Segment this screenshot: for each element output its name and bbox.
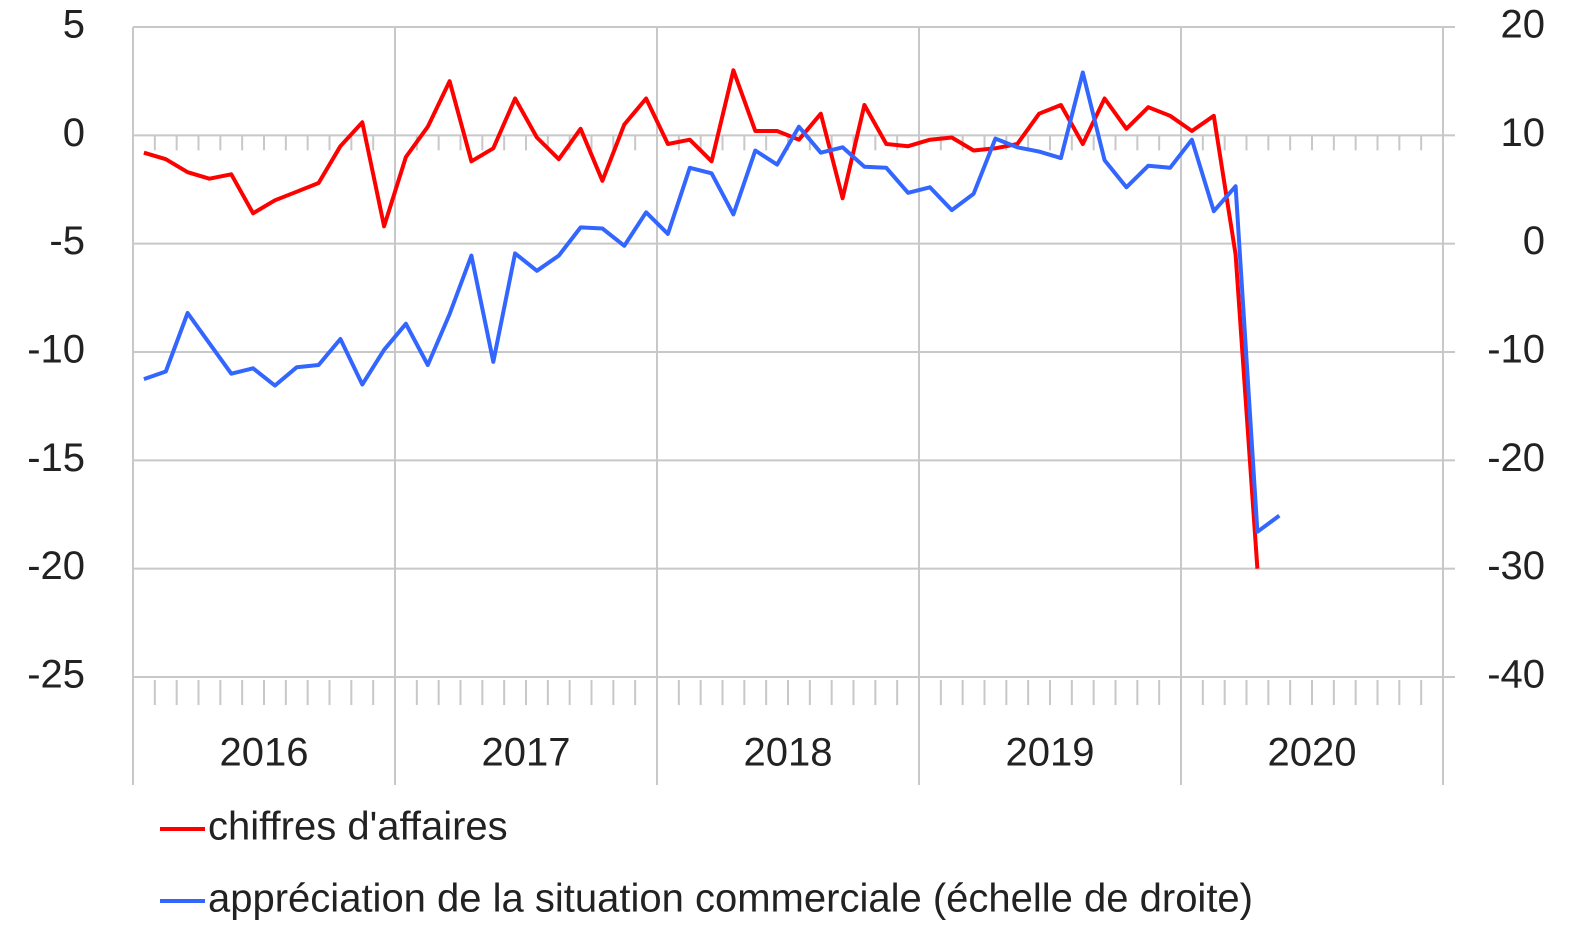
series-line bbox=[143, 70, 1281, 534]
y2-tick-label: -10 bbox=[1487, 328, 1545, 372]
y2-tick-label: -30 bbox=[1487, 544, 1545, 588]
x-tick-label: 2019 bbox=[1006, 731, 1095, 775]
x-tick-label: 2020 bbox=[1268, 731, 1357, 775]
x-tick-label: 2016 bbox=[220, 731, 309, 775]
y-tick-label: 5 bbox=[63, 3, 85, 47]
x-tick-label: 2017 bbox=[482, 731, 571, 775]
legend-label: appréciation de la situation commerciale… bbox=[208, 877, 1253, 921]
series-line bbox=[143, 68, 1260, 569]
y2-tick-label: 10 bbox=[1501, 111, 1546, 155]
y2-tick-label: -40 bbox=[1487, 653, 1545, 697]
y-tick-label: 0 bbox=[63, 111, 85, 155]
y-tick-label: -10 bbox=[27, 328, 85, 372]
y2-tick-label: 0 bbox=[1523, 219, 1545, 263]
y-tick-label: -15 bbox=[27, 436, 85, 480]
y-tick-label: -5 bbox=[49, 219, 85, 263]
x-tick-label: 2018 bbox=[744, 731, 833, 775]
y2-tick-label: 20 bbox=[1501, 3, 1546, 47]
y2-tick-label: -20 bbox=[1487, 436, 1545, 480]
legend-label: chiffres d'affaires bbox=[208, 805, 508, 849]
y-tick-label: -20 bbox=[27, 544, 85, 588]
y-tick-label: -25 bbox=[27, 653, 85, 697]
